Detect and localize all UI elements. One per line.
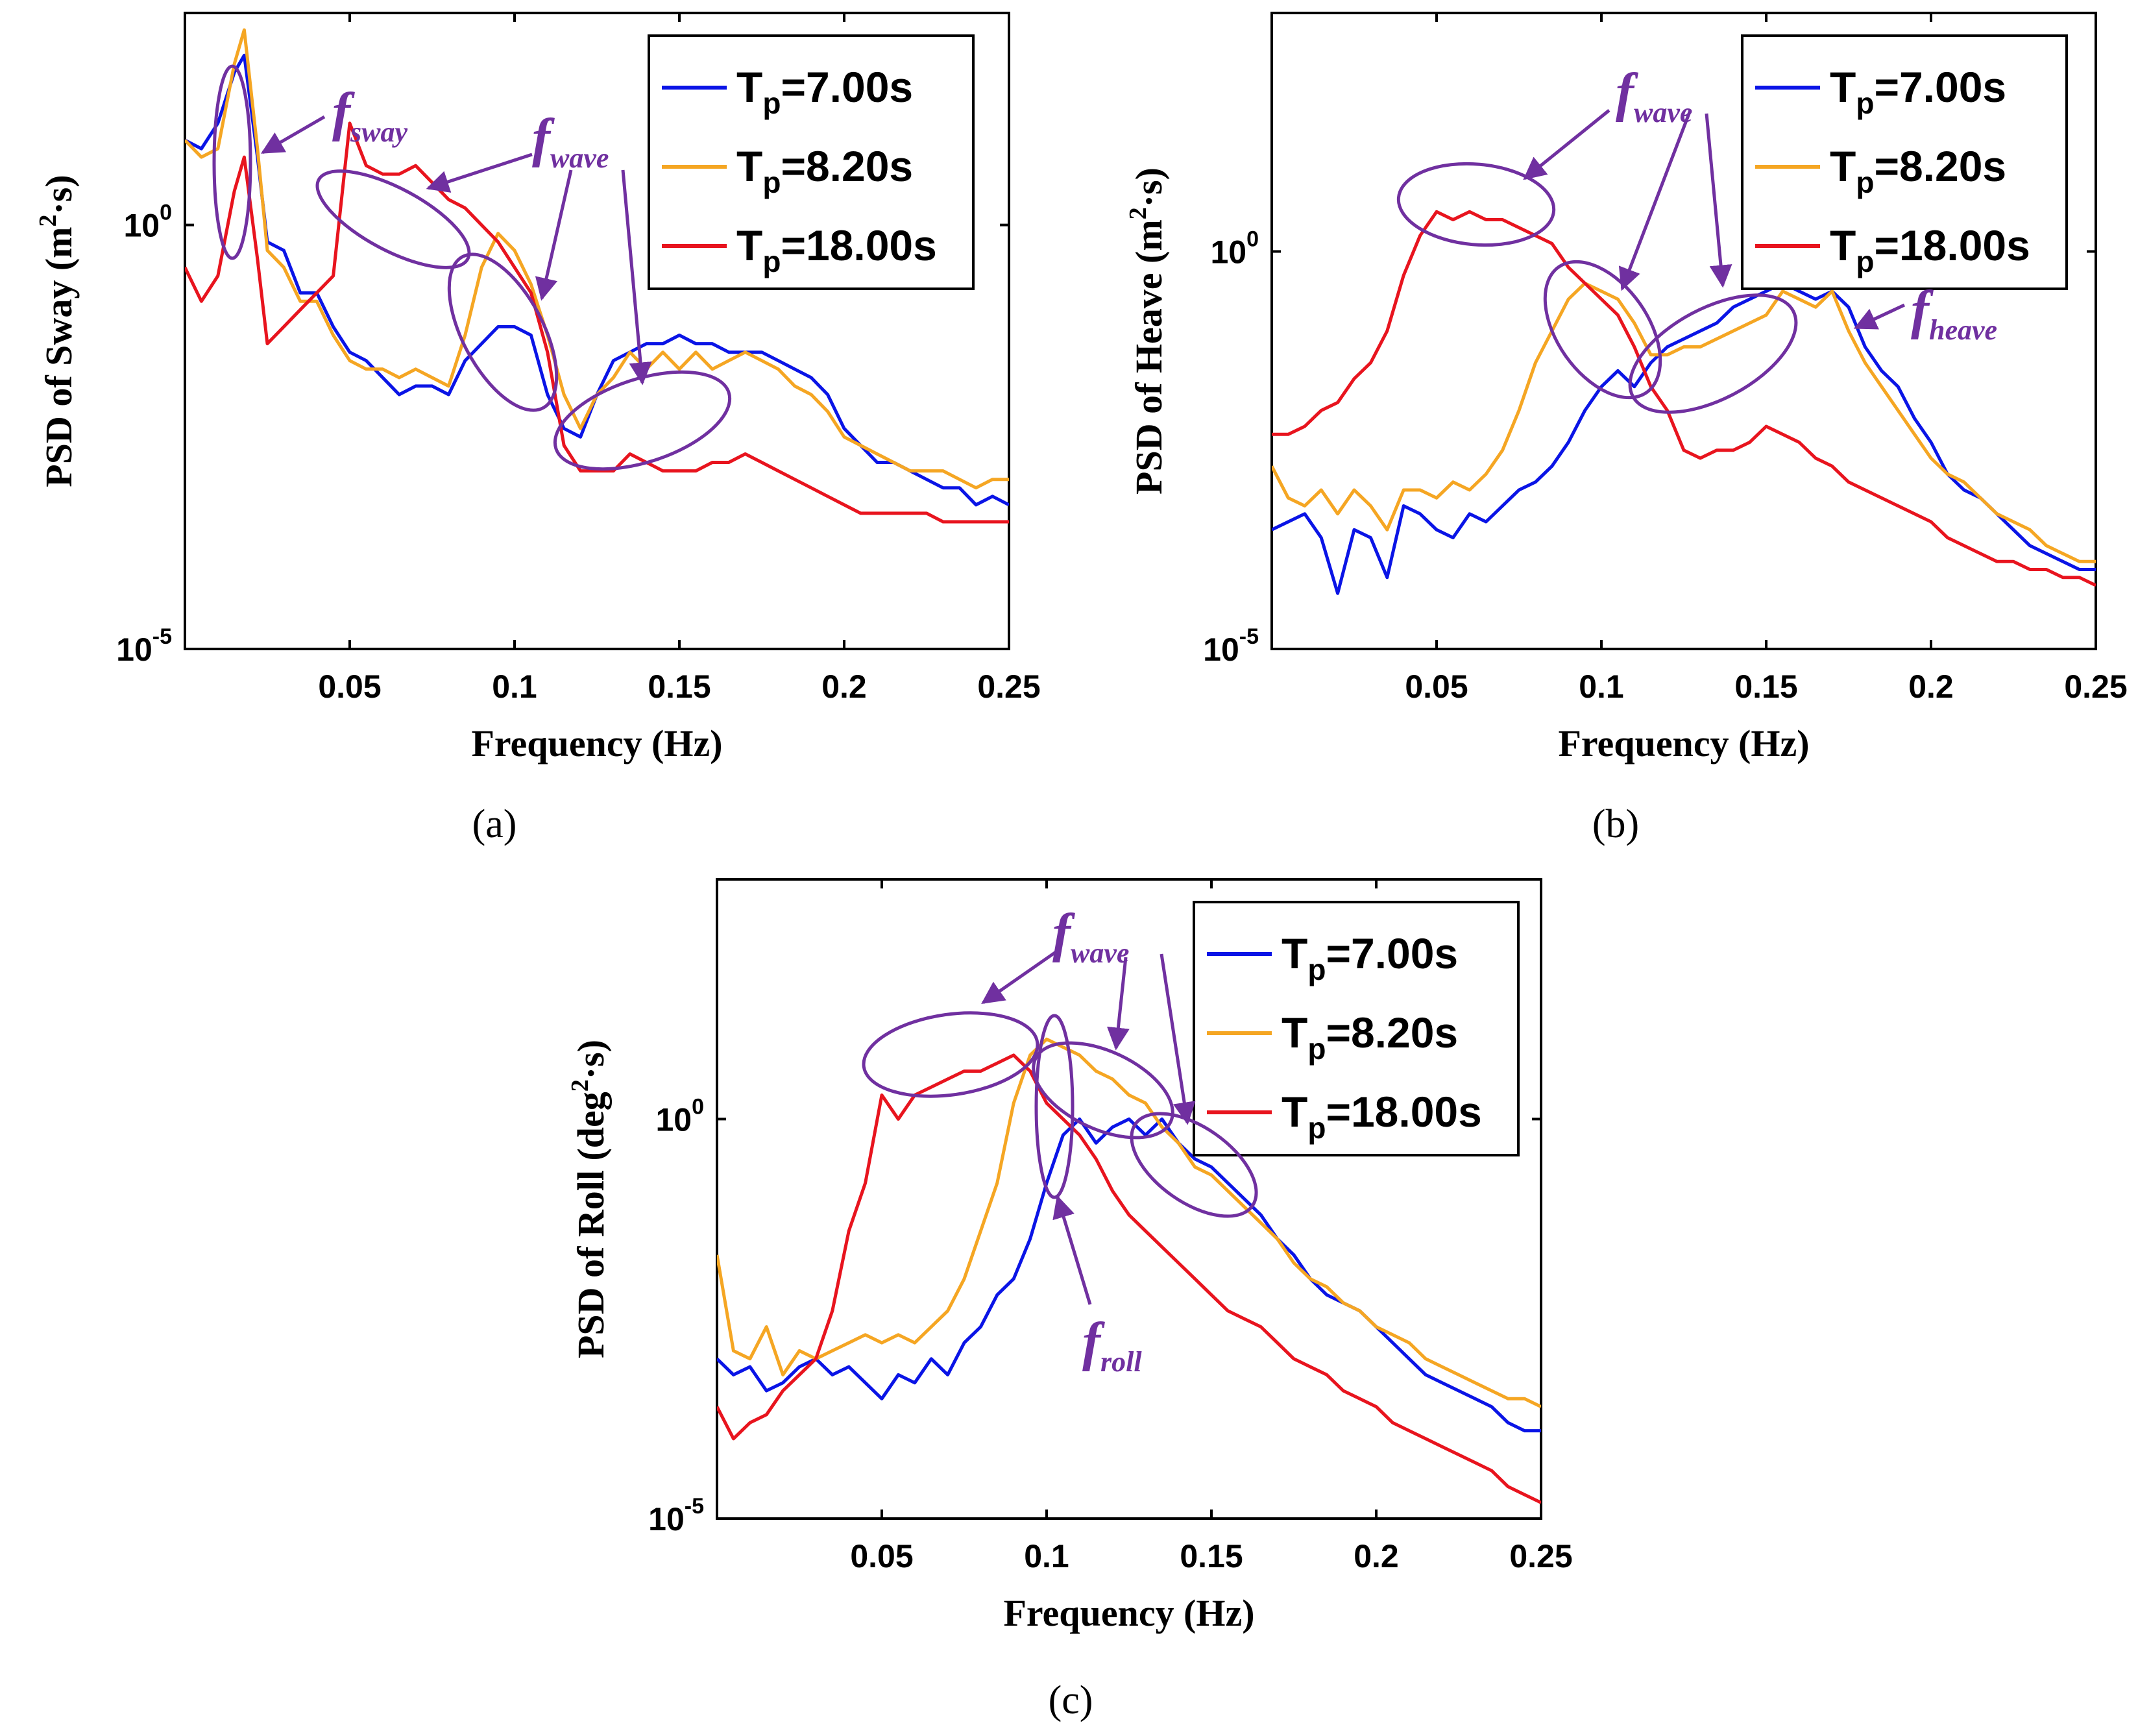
legend-label-2: Tp=18.00s [1830, 221, 2030, 278]
legend-label-1: Tp=8.20s [1830, 142, 2006, 199]
wave-arrow-b1 [1523, 109, 1610, 180]
annotation-layer: fsway fwave fwave fheave fwave froll [212, 62, 1997, 1378]
f-heave-label: fheave [1911, 280, 1997, 346]
x-tick-label: 0.15 [648, 668, 711, 705]
wave-arrow-a2 [535, 169, 573, 301]
y-tick-label: 100 [123, 201, 172, 244]
legend-label-0: Tp=7.00s [736, 63, 913, 120]
legend: Tp=7.00s Tp=8.20s Tp=18.00s [1741, 34, 2068, 290]
wave-arrow-a1 [426, 153, 533, 193]
x-tick-label: 0.25 [1509, 1538, 1572, 1574]
x-tick-label: 0.25 [2064, 668, 2127, 705]
series-line-2 [717, 1053, 1541, 1504]
x-axis-label: Frequency (Hz) [471, 722, 722, 764]
y-axis-label: PSD of Heave (m2·s) [1124, 167, 1170, 495]
wave-arrow-c1 [981, 949, 1059, 1005]
series-line-0 [1272, 282, 2096, 595]
wave-ellipse-c1 [862, 1011, 1039, 1098]
x-tick-label: 0.2 [821, 668, 867, 705]
legend-label-0: Tp=7.00s [1282, 929, 1458, 986]
wave-ellipse-a1 [315, 169, 471, 269]
x-tick-label: 0.1 [492, 668, 537, 705]
panel-caption: (b) [1592, 802, 1639, 846]
wave-ellipse-a2 [447, 252, 559, 412]
legend: Tp=7.00s Tp=8.20s Tp=18.00s [1193, 901, 1520, 1156]
legend-label-1: Tp=8.20s [1282, 1009, 1458, 1066]
y-axis-label: PSD of Sway (m2·s) [34, 175, 80, 487]
panel-caption: (a) [472, 802, 517, 846]
x-tick-label: 0.1 [1024, 1538, 1069, 1574]
x-tick-label: 0.05 [850, 1538, 913, 1574]
wave-ellipse-b2 [1543, 260, 1662, 400]
series-line-1 [717, 1037, 1541, 1408]
wave-ellipse-c3 [1130, 1112, 1258, 1218]
wave-ellipse-c2 [1032, 1041, 1174, 1140]
wave-arrow-c3 [1160, 953, 1196, 1125]
wave-arrow-b2 [1618, 110, 1692, 291]
chart-panel-2: 0.05 0.1 0.15 0.2 0.25 100 10-5 Frequency (Hz) P… [566, 878, 1573, 1722]
sway-peak-ellipse [212, 64, 252, 260]
legend: Tp=7.00s Tp=8.20s Tp=18.00s [648, 34, 975, 290]
series-line-0 [185, 53, 1009, 507]
panel-caption: (c) [1049, 1678, 1093, 1722]
legend-label-1: Tp=8.20s [736, 142, 913, 199]
x-axis-label: Frequency (Hz) [1003, 1592, 1254, 1634]
x-tick-label: 0.2 [1908, 668, 1954, 705]
series-line-1 [1272, 282, 2096, 563]
series-group [1272, 210, 2096, 595]
series-line-0 [717, 1117, 1541, 1433]
x-axis-label: Frequency (Hz) [1558, 722, 1809, 764]
series-group [717, 1037, 1541, 1504]
x-tick-label: 0.05 [318, 668, 381, 705]
y-axis-label: PSD of Roll (deg2·s) [566, 1040, 612, 1358]
wave-ellipse-b1 [1396, 162, 1556, 247]
x-tick-label: 0.1 [1579, 668, 1624, 705]
y-tick-label: 100 [1210, 227, 1259, 271]
x-tick-label: 0.15 [1734, 668, 1797, 705]
wave-arrow-b3 [1705, 113, 1732, 288]
y-tick-label: 100 [655, 1094, 704, 1138]
wave-ellipse-b3 [1628, 293, 1798, 414]
y-tick-label: 10-5 [648, 1494, 704, 1537]
x-tick-label: 0.15 [1180, 1538, 1243, 1574]
f-wave-label-a: fwave [532, 108, 609, 174]
legend-label-2: Tp=18.00s [736, 221, 937, 278]
chart-panel-0: 0.05 0.1 0.15 0.2 0.25 100 10-5 Frequency (Hz) P… [34, 12, 1041, 846]
chart-panel-1: 0.05 0.1 0.15 0.2 0.25 100 10-5 Frequency (Hz) P… [1124, 12, 2128, 846]
series-group [185, 28, 1009, 524]
roll-arrow [1052, 1195, 1092, 1305]
legend-label-0: Tp=7.00s [1830, 63, 2006, 120]
x-tick-label: 0.2 [1354, 1538, 1399, 1574]
x-tick-label: 0.25 [977, 668, 1040, 705]
sway-arrow [260, 115, 326, 154]
wave-arrow-c2 [1106, 957, 1130, 1051]
heave-arrow [1853, 303, 1906, 330]
wave-arrow-a3 [621, 169, 652, 385]
legend-label-2: Tp=18.00s [1282, 1088, 1482, 1145]
f-wave-label-c: fwave [1052, 903, 1129, 969]
series-line-2 [185, 121, 1009, 524]
series-line-2 [1272, 210, 2096, 587]
y-tick-label: 10-5 [116, 624, 172, 668]
y-tick-label: 10-5 [1203, 624, 1259, 668]
x-tick-label: 0.05 [1405, 668, 1468, 705]
